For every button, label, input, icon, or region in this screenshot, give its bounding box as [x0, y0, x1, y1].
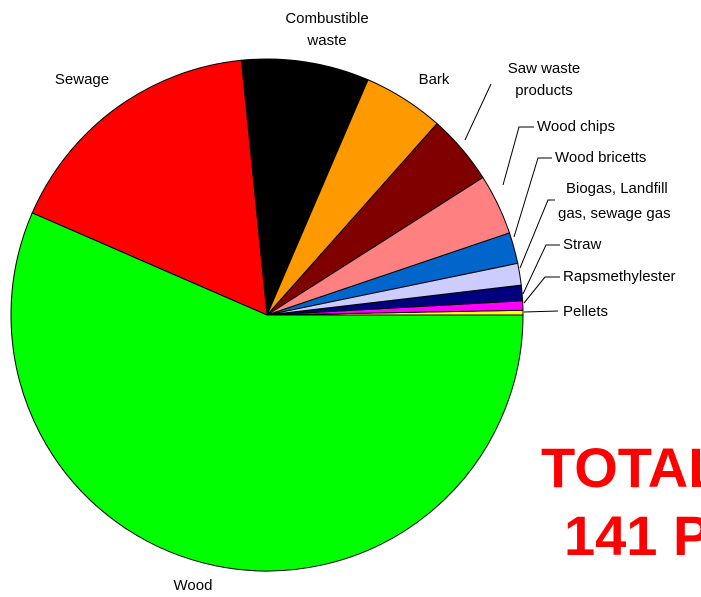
pie-slice-sewage: [31, 59, 268, 316]
total-line-1: TOTAL: [541, 436, 701, 499]
slice-label-wood: Wood: [174, 577, 213, 594]
leader-line-straw: [522, 244, 560, 295]
total-annotation: TOTAL 141 P: [541, 436, 701, 567]
leader-line-rapsmethylester: [523, 276, 560, 304]
pie-slices: [10, 58, 524, 572]
pie-slice-wood: [10, 212, 524, 572]
slice-label-pellets: Pellets: [563, 303, 608, 320]
leader-line-saw-waste-products: [464, 83, 492, 141]
slice-label-combustible-waste: Combustible waste: [285, 10, 368, 49]
leader-lines: [464, 83, 560, 313]
total-line-2: 141 P: [564, 504, 701, 567]
slice-label-rapsmethylester: Rapsmethylester: [563, 268, 676, 285]
leader-line-pellets: [523, 310, 559, 313]
leader-line-wood-bricetts: [513, 157, 552, 238]
slice-labels: Pellets Rapsmethylester Straw Biogas, Landf…: [55, 10, 676, 594]
slice-label-bark: Bark: [419, 71, 450, 88]
slice-label-wood-chips: Wood chips: [537, 118, 615, 135]
slice-label-saw-waste-products: Saw waste products: [508, 60, 581, 99]
slice-label-wood-bricetts: Wood bricetts: [555, 149, 646, 166]
slice-label-sewage: Sewage: [55, 71, 109, 88]
pie-slice-combustible-waste: [240, 58, 369, 317]
leader-line-wood-chips: [502, 126, 534, 186]
leader-line-biogas-landfill-gas-sewage-gas: [519, 199, 555, 269]
slice-label-straw: Straw: [563, 236, 602, 253]
slice-label-biogas-landfill-gas-sewage-gas: Biogas, Landfill gas, sewage gas: [558, 180, 671, 222]
